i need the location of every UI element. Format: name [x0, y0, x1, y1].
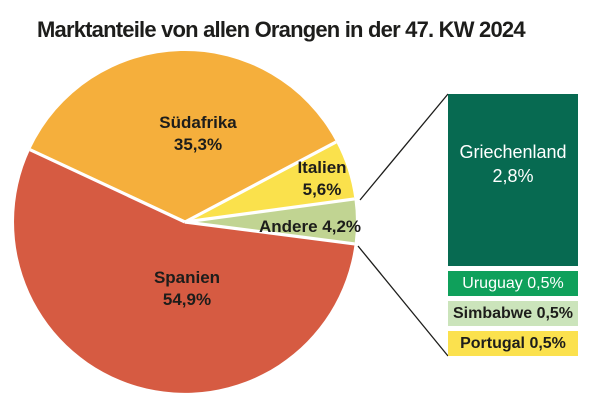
breakout-connector-line-top: [359, 93, 449, 201]
breakout-connector-line-bottom: [357, 245, 449, 357]
slice-separator: [184, 220, 355, 246]
breakout-value: 0,5%: [536, 305, 574, 322]
pie-slice-0: [30, 50, 337, 223]
slice-separator: [29, 148, 186, 224]
breakout-value: 0,5%: [527, 275, 564, 292]
breakout-name: Uruguay: [462, 275, 523, 292]
pie-slice-1: [185, 141, 355, 222]
breakout-value: 2,8%: [492, 166, 534, 186]
breakout-strip-portugal: Portugal 0,5%: [448, 331, 578, 356]
breakout-name: Simbabwe: [452, 305, 533, 322]
slice-separator: [184, 197, 355, 224]
breakout-strip-uruguay: Uruguay 0,5%: [448, 271, 578, 296]
pie-slice-3: [14, 149, 355, 393]
breakout-name: Griechenland: [459, 142, 567, 162]
chart-title: Marktanteile von allen Orangen in der 47…: [37, 17, 526, 42]
slice-separator: [184, 140, 337, 224]
pie-slice-2: [185, 198, 356, 244]
breakout-value: 0,5%: [529, 335, 566, 352]
breakout-name: Portugal: [460, 335, 525, 352]
breakout-strip-simbabwe: Simbabwe 0,5%: [448, 301, 578, 326]
breakout-box-griechenland: Griechenland 2,8%: [448, 94, 578, 266]
